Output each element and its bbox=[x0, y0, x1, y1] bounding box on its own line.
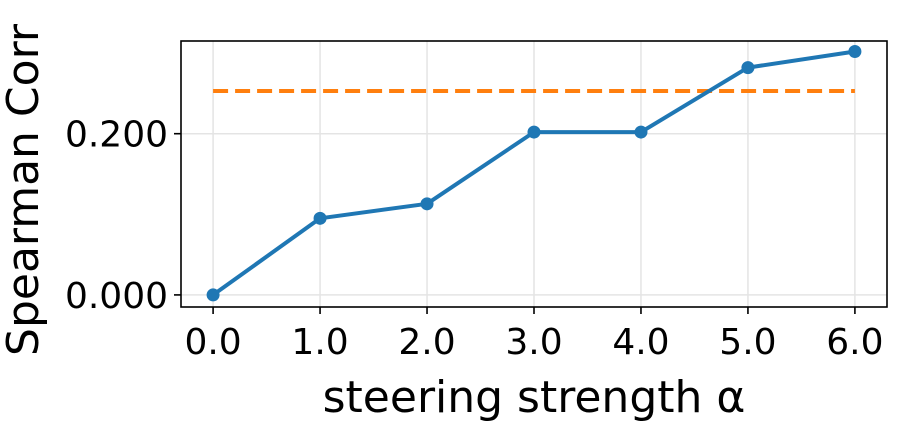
x-axis-ticks: 0.0 1.0 2.0 3.0 4.0 5.0 6.0 bbox=[184, 307, 884, 363]
x-tick-label: 5.0 bbox=[719, 322, 776, 363]
grid bbox=[181, 41, 887, 307]
x-tick-label: 6.0 bbox=[826, 322, 883, 363]
data-point bbox=[527, 125, 541, 139]
x-tick-label: 3.0 bbox=[505, 322, 562, 363]
x-tick-label: 2.0 bbox=[398, 322, 455, 363]
data-point bbox=[741, 61, 755, 75]
x-tick-label: 4.0 bbox=[612, 322, 669, 363]
y-axis-label: Spearman Corr bbox=[0, 23, 49, 356]
x-tick-label: 1.0 bbox=[291, 322, 348, 363]
data-point bbox=[206, 288, 220, 302]
data-point bbox=[634, 125, 648, 139]
x-axis-label: steering strength α bbox=[323, 372, 746, 422]
data-point bbox=[420, 197, 434, 211]
y-axis-ticks: 0.000 0.200 bbox=[65, 115, 181, 317]
data-point bbox=[313, 211, 327, 225]
y-tick-label: 0.000 bbox=[65, 276, 168, 317]
series-group bbox=[206, 44, 862, 302]
data-point bbox=[848, 44, 862, 58]
y-tick-label: 0.200 bbox=[65, 115, 168, 156]
x-tick-label: 0.0 bbox=[184, 322, 241, 363]
